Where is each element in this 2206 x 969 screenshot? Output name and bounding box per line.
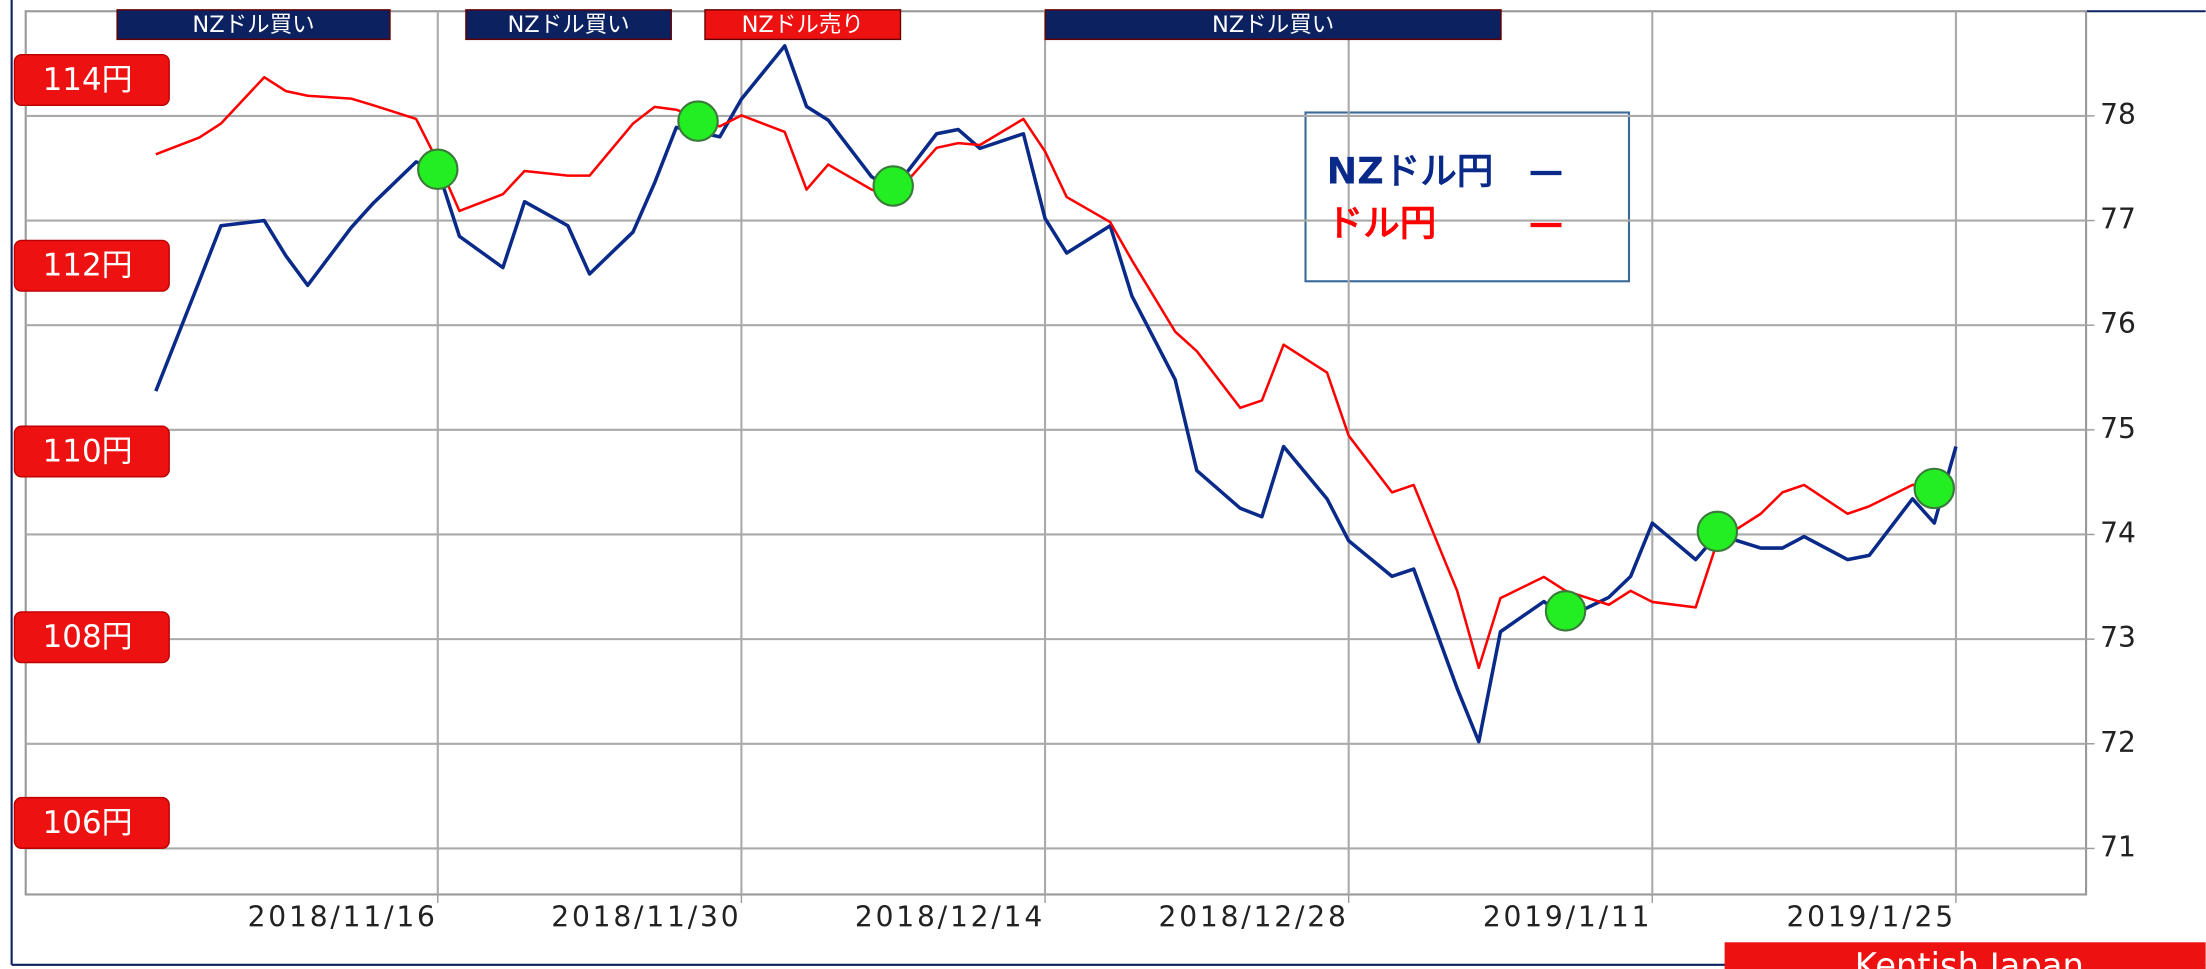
y2-tick-box	[13, 796, 170, 849]
source-text: Kentish Japan	[1855, 946, 2084, 969]
legend-label: ドル円	[1327, 202, 1437, 245]
y2-tick-label: 112円	[43, 248, 133, 284]
annotation-banner	[1044, 9, 1502, 41]
y2-tick-box	[13, 425, 170, 478]
legend-label: NZドル円	[1327, 149, 1494, 192]
y-tick-label: 74	[2100, 516, 2136, 549]
x-tick-label: 2019/1/25	[1786, 900, 1955, 933]
annotation-text: NZドル買い	[1212, 12, 1334, 38]
x-tick-label: 2018/11/16	[248, 900, 438, 933]
annotation-text: NZドル買い	[192, 12, 314, 38]
y2-tick-box	[13, 611, 170, 664]
annotation-banner	[116, 9, 391, 41]
series-line	[155, 75, 1935, 670]
annotation-banner	[465, 9, 672, 41]
annotation-text: NZドル売り	[742, 12, 864, 38]
y-tick-label: 78	[2100, 98, 2136, 131]
y-tick-label: 72	[2100, 726, 2136, 759]
y2-tick-box	[13, 53, 170, 106]
y2-tick-label: 108円	[43, 619, 133, 655]
crossing-marker	[872, 165, 914, 207]
crossing-marker	[1544, 590, 1587, 632]
x-tick-label: 2018/12/28	[1159, 900, 1349, 933]
y2-tick-label: 114円	[43, 62, 133, 98]
annotation-text: NZドル買い	[507, 12, 629, 38]
series-line	[154, 44, 1958, 744]
y-tick-label: 75	[2100, 412, 2136, 445]
y-tick-label: 76	[2100, 307, 2136, 340]
crossing-marker	[677, 100, 719, 142]
source-box	[1724, 942, 2206, 969]
y-tick-label: 73	[2100, 621, 2136, 654]
legend	[1304, 111, 1631, 283]
y-tick-label: 71	[2100, 830, 2136, 863]
y-tick-label: 77	[2100, 203, 2136, 236]
crossing-marker	[1913, 467, 1955, 510]
crossing-marker	[417, 148, 459, 191]
y2-tick-label: 110円	[43, 433, 133, 469]
y2-tick-label: 106円	[43, 805, 133, 841]
annotation-banner	[704, 9, 902, 41]
x-tick-label: 2018/11/30	[551, 900, 741, 933]
x-tick-label: 2019/1/11	[1483, 900, 1652, 933]
crossing-marker	[1696, 510, 1739, 553]
x-tick-label: 2018/12/14	[855, 900, 1045, 933]
y2-tick-box	[13, 239, 170, 292]
